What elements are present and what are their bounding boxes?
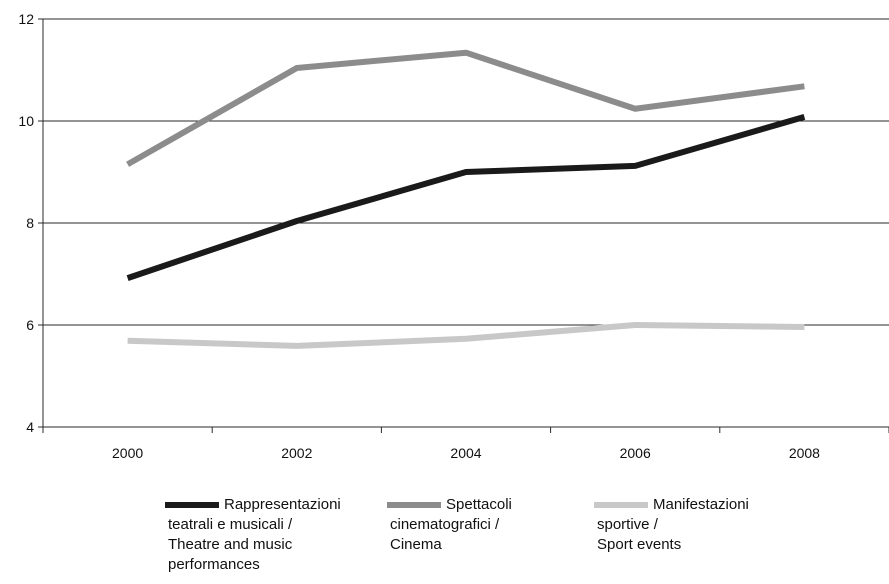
y-tick-label-4: 4 bbox=[26, 419, 34, 435]
x-tick-label-2000: 2000 bbox=[112, 445, 143, 461]
series-line-1 bbox=[126, 114, 806, 281]
series-line-3 bbox=[127, 322, 805, 349]
legend-label-line: Rappresentazioni bbox=[224, 496, 341, 513]
x-tick-label-2008: 2008 bbox=[789, 445, 820, 461]
legend-label-line: Cinema bbox=[390, 536, 442, 553]
legend-label-line: sportive / bbox=[597, 516, 658, 533]
y-tick-label-12: 12 bbox=[18, 11, 34, 27]
y-tick-label-8: 8 bbox=[26, 215, 34, 231]
axes bbox=[38, 18, 889, 433]
y-tick-label-10: 10 bbox=[18, 113, 34, 129]
y-tick-labels: 4 6 8 10 12 bbox=[18, 11, 34, 435]
x-tick-label-2006: 2006 bbox=[620, 445, 651, 461]
legend-label-line: cinematografici / bbox=[390, 516, 500, 533]
legend-label-line: Manifestazioni bbox=[653, 496, 749, 513]
legend-label-line: teatrali e musicali / bbox=[168, 516, 293, 533]
legend-swatch-1 bbox=[165, 502, 219, 508]
legend-item-3: Manifestazioni sportive / Sport events bbox=[594, 495, 824, 575]
series-line-2 bbox=[126, 49, 805, 167]
legend-label-line: performances bbox=[168, 556, 260, 573]
legend-item-1: Rappresentazioni teatrali e musicali / The… bbox=[165, 495, 387, 575]
legend-label-line: Theatre and music bbox=[168, 536, 293, 553]
legend-swatch-2 bbox=[387, 502, 441, 508]
legend-label-line: Spettacoli bbox=[446, 496, 512, 513]
legend-label-line: Sport events bbox=[597, 536, 682, 553]
x-tick-label-2004: 2004 bbox=[450, 445, 481, 461]
x-tick-labels: 2000 2002 2004 2006 2008 bbox=[112, 445, 820, 461]
legend-item-2: Spettacoli cinematografici / Cinema bbox=[387, 495, 594, 575]
legend: Rappresentazioni teatrali e musicali / The… bbox=[165, 495, 824, 575]
legend-swatch-3 bbox=[594, 502, 648, 508]
x-tick-label-2002: 2002 bbox=[281, 445, 312, 461]
series-lines bbox=[126, 49, 806, 349]
y-tick-label-6: 6 bbox=[26, 317, 34, 333]
